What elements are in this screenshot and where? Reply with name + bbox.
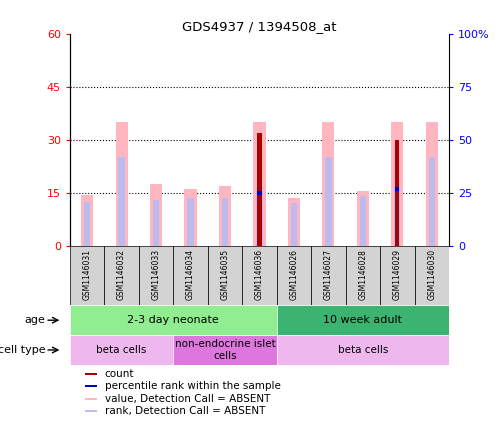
- Bar: [394, 186, 401, 246]
- Bar: [257, 191, 261, 195]
- Bar: [85, 410, 97, 412]
- Text: 2-3 day neonate: 2-3 day neonate: [127, 315, 219, 325]
- Bar: [346, 246, 380, 305]
- Bar: [84, 202, 90, 246]
- Bar: [153, 200, 159, 246]
- Bar: [85, 385, 97, 387]
- Bar: [104, 246, 139, 305]
- Bar: [139, 246, 173, 305]
- Text: rank, Detection Call = ABSENT: rank, Detection Call = ABSENT: [105, 406, 265, 416]
- Text: GSM1146034: GSM1146034: [186, 249, 195, 300]
- Bar: [185, 189, 197, 246]
- Bar: [81, 195, 93, 246]
- Bar: [325, 157, 331, 246]
- Bar: [322, 122, 334, 246]
- Bar: [291, 203, 297, 246]
- Text: GSM1146028: GSM1146028: [358, 249, 367, 299]
- Text: percentile rank within the sample: percentile rank within the sample: [105, 381, 280, 391]
- Text: GSM1146033: GSM1146033: [152, 249, 161, 300]
- Text: non-endocrine islet
cells: non-endocrine islet cells: [175, 339, 275, 361]
- Bar: [118, 157, 125, 246]
- Text: GSM1146029: GSM1146029: [393, 249, 402, 299]
- Bar: [70, 246, 104, 305]
- Bar: [70, 335, 173, 365]
- Bar: [380, 246, 415, 305]
- Text: beta cells: beta cells: [96, 345, 147, 355]
- Bar: [395, 187, 400, 191]
- Bar: [357, 191, 369, 246]
- Text: GSM1146031: GSM1146031: [83, 249, 92, 299]
- Bar: [395, 140, 400, 246]
- Bar: [222, 198, 228, 246]
- Bar: [188, 198, 194, 246]
- Bar: [426, 122, 438, 246]
- Bar: [173, 335, 277, 365]
- Text: GSM1146032: GSM1146032: [117, 249, 126, 299]
- Bar: [242, 246, 277, 305]
- Bar: [391, 122, 403, 246]
- Bar: [277, 246, 311, 305]
- Bar: [288, 198, 300, 246]
- Text: count: count: [105, 369, 134, 379]
- Bar: [70, 305, 277, 335]
- Text: GSM1146027: GSM1146027: [324, 249, 333, 299]
- Text: GSM1146026: GSM1146026: [289, 249, 298, 299]
- Bar: [415, 246, 449, 305]
- Bar: [116, 122, 128, 246]
- Bar: [311, 246, 346, 305]
- Text: value, Detection Call = ABSENT: value, Detection Call = ABSENT: [105, 394, 270, 404]
- Bar: [85, 373, 97, 375]
- Bar: [277, 305, 449, 335]
- Bar: [150, 184, 162, 246]
- Text: GSM1146030: GSM1146030: [427, 249, 436, 300]
- Text: beta cells: beta cells: [338, 345, 388, 355]
- Bar: [253, 122, 265, 246]
- Bar: [429, 157, 435, 246]
- Bar: [277, 335, 449, 365]
- Bar: [173, 246, 208, 305]
- Text: cell type: cell type: [0, 345, 45, 355]
- Bar: [85, 398, 97, 400]
- Text: GSM1146035: GSM1146035: [221, 249, 230, 300]
- Text: age: age: [24, 315, 45, 325]
- Text: GSM1146036: GSM1146036: [255, 249, 264, 300]
- Text: 10 week adult: 10 week adult: [323, 315, 402, 325]
- Bar: [360, 196, 366, 246]
- Bar: [256, 187, 262, 246]
- Bar: [219, 186, 231, 246]
- Bar: [208, 246, 242, 305]
- Title: GDS4937 / 1394508_at: GDS4937 / 1394508_at: [182, 20, 337, 33]
- Bar: [257, 133, 261, 246]
